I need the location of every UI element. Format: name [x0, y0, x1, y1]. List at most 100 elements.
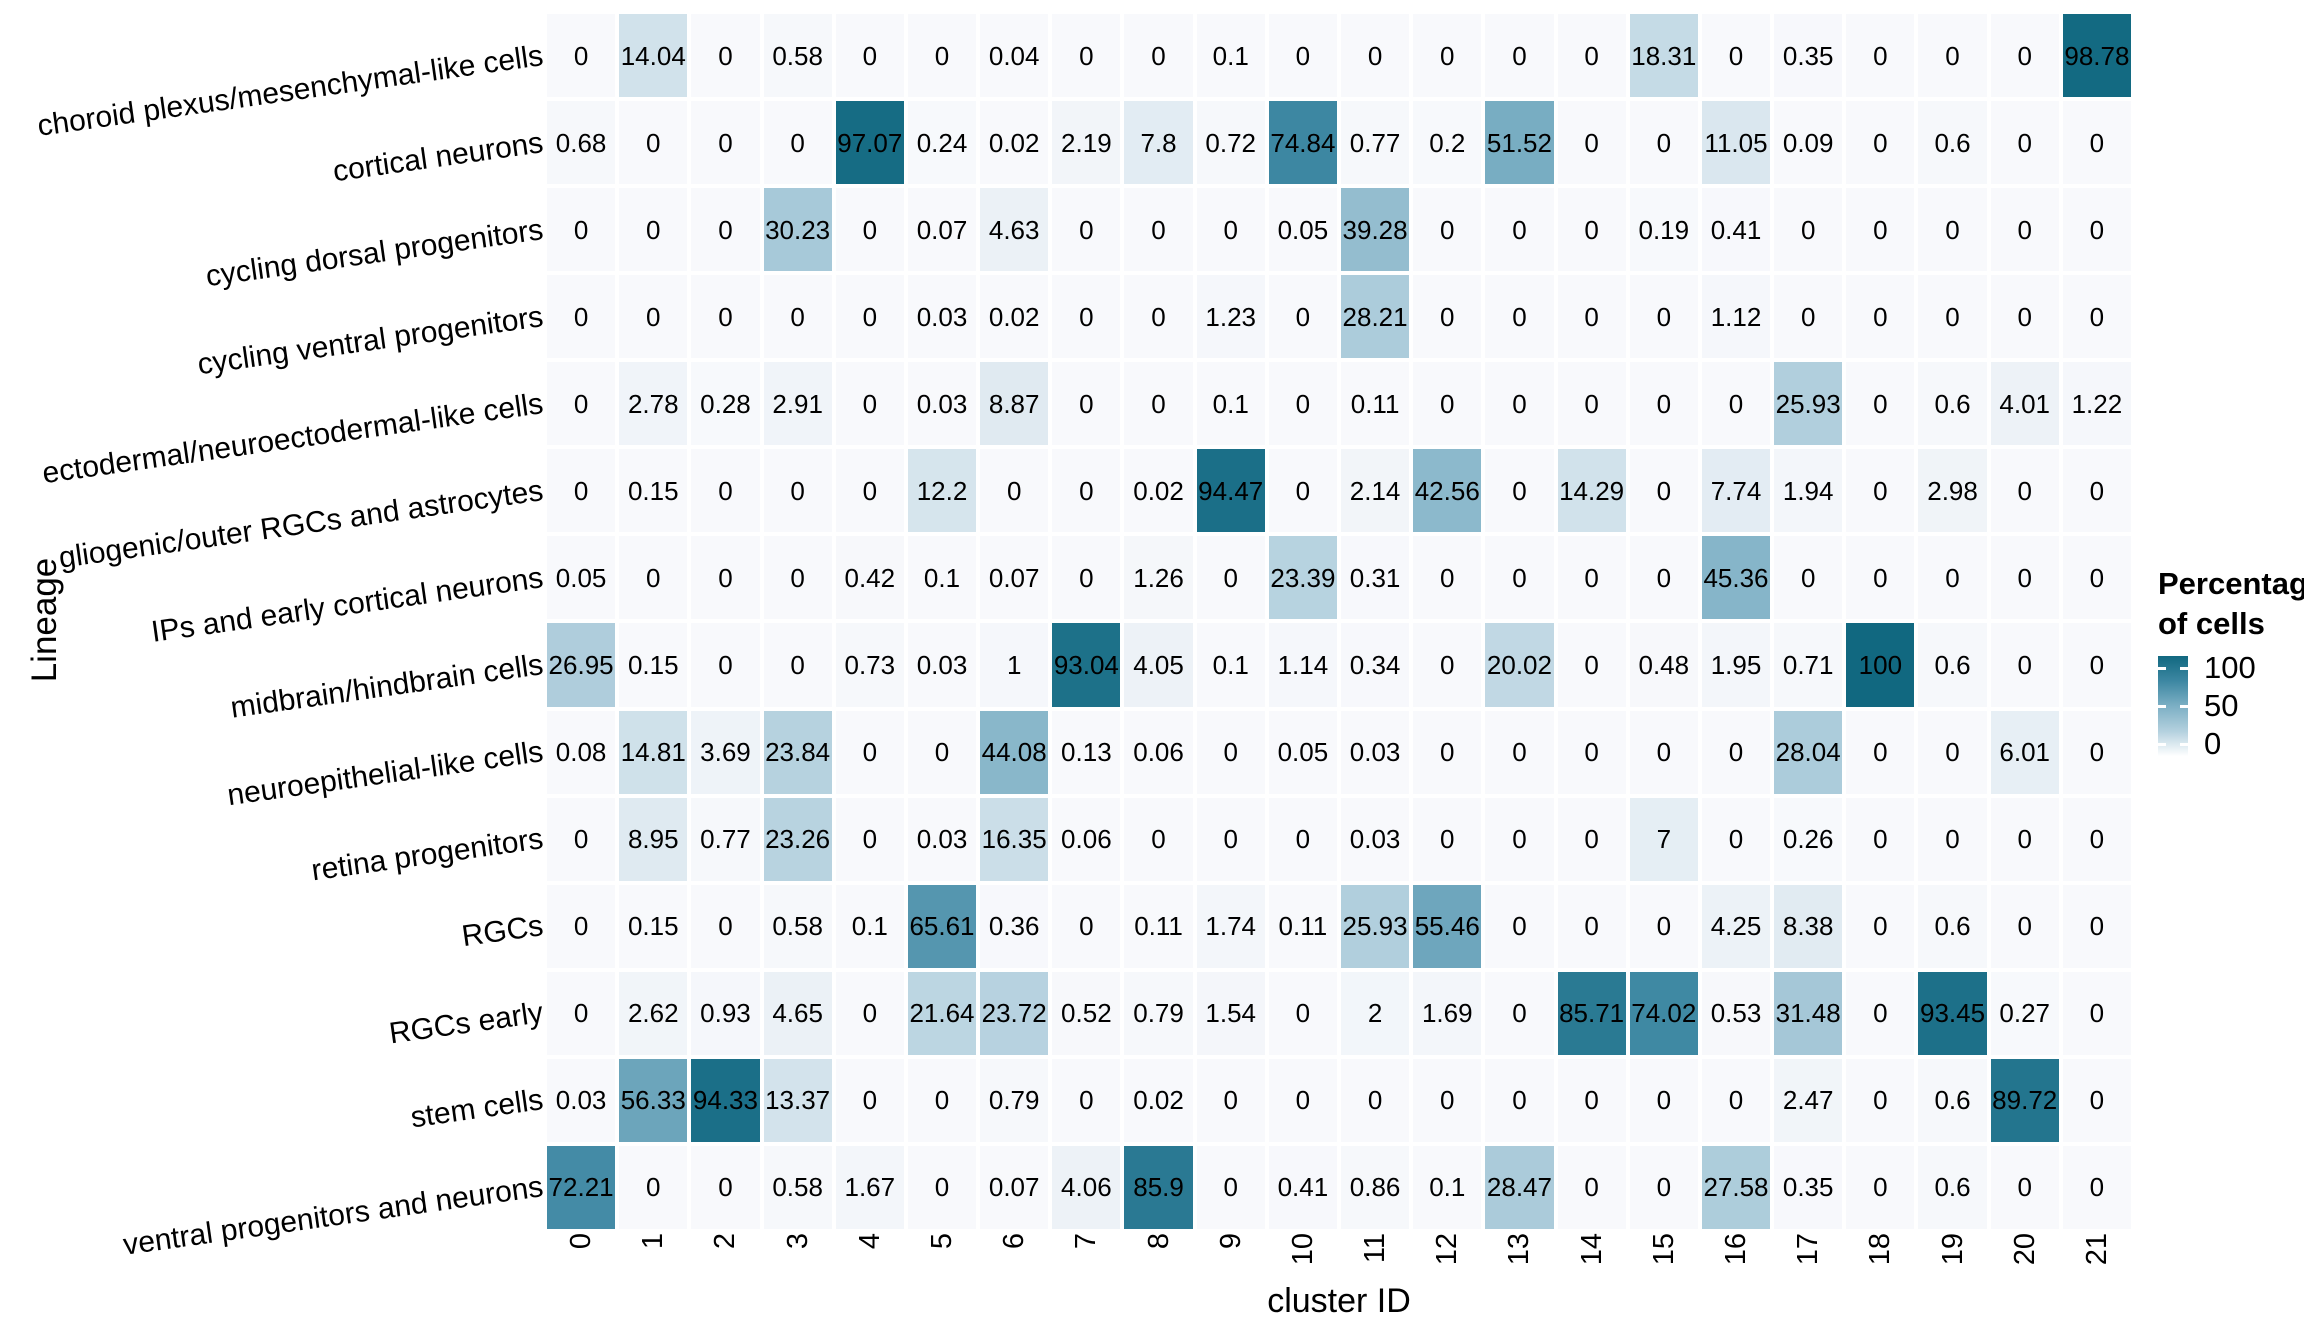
- heatmap-cell: 0: [1485, 188, 1554, 272]
- heatmap-cell: 2.47: [1774, 1058, 1843, 1142]
- heatmap-cell: 0: [619, 275, 688, 359]
- legend-tick-mark: [2180, 666, 2188, 670]
- heatmap-cell: 4.65: [763, 971, 832, 1055]
- x-axis-title: cluster ID: [1267, 1282, 1411, 1320]
- heatmap-cell: 0.6: [1918, 1058, 1987, 1142]
- heatmap-cell: 98.78: [2062, 14, 2131, 98]
- heatmap-cell: 0: [1196, 797, 1265, 881]
- heatmap-cell: 0.03: [547, 1058, 616, 1142]
- heatmap-cell: 0.1: [1196, 362, 1265, 446]
- row-label: ventral progenitors and neurons: [121, 1170, 546, 1263]
- heatmap-cell: 0: [619, 188, 688, 272]
- heatmap-cell: 0: [1990, 1145, 2059, 1229]
- heatmap-cell: 0: [1846, 14, 1915, 98]
- heatmap-cell: 0: [1701, 797, 1771, 881]
- heatmap-cell: 31.48: [1774, 971, 1843, 1055]
- heatmap-cell: 0.11: [1124, 884, 1193, 968]
- heatmap-cell: 0: [1413, 536, 1482, 620]
- heatmap-cell: 0.15: [619, 623, 688, 707]
- heatmap-cell: 0: [2062, 1145, 2131, 1229]
- heatmap-cell: 0.68: [547, 101, 616, 185]
- heatmap-cell: 0: [691, 536, 760, 620]
- heatmap-cell: 1: [980, 623, 1049, 707]
- heatmap-cell: 0.05: [1268, 710, 1337, 794]
- heatmap-cell: 0: [1124, 275, 1193, 359]
- heatmap-cell: 42.56: [1413, 449, 1482, 533]
- heatmap-cell: 1.74: [1196, 884, 1265, 968]
- heatmap-cell: 4.25: [1701, 884, 1771, 968]
- heatmap-cell: 0: [1268, 275, 1337, 359]
- legend-title-line1: Percentage: [2158, 566, 2304, 601]
- heatmap-cell: 0: [1557, 101, 1626, 185]
- heatmap-cell: 8.38: [1774, 884, 1843, 968]
- heatmap-cell: 0: [1990, 101, 2059, 185]
- heatmap-cell: 0: [763, 449, 832, 533]
- heatmap-cell: 0.6: [1918, 884, 1987, 968]
- heatmap-cell: 0.79: [1124, 971, 1193, 1055]
- heatmap-cell: 0.02: [980, 101, 1049, 185]
- heatmap-cell: 0: [1413, 623, 1482, 707]
- heatmap-cell: 0.93: [691, 971, 760, 1055]
- heatmap-cell: 3.69: [691, 710, 760, 794]
- heatmap-cell: 0: [1990, 536, 2059, 620]
- heatmap-cell: 0: [1846, 101, 1915, 185]
- heatmap-cell: 12.2: [907, 449, 977, 533]
- heatmap-cell: 25.93: [1774, 362, 1843, 446]
- heatmap-cell: 0.1: [907, 536, 977, 620]
- heatmap-cell: 0: [1990, 797, 2059, 881]
- heatmap-cell: 0.86: [1340, 1145, 1410, 1229]
- heatmap-cell: 18.31: [1629, 14, 1698, 98]
- heatmap-cell: 0: [1918, 710, 1987, 794]
- heatmap-cell: 0.1: [1196, 14, 1265, 98]
- heatmap-cell: 0.15: [619, 449, 688, 533]
- heatmap-cell: 0.27: [1990, 971, 2059, 1055]
- heatmap-cell: 0: [1846, 449, 1915, 533]
- heatmap-cell: 14.04: [619, 14, 688, 98]
- heatmap-cell: 0: [1196, 710, 1265, 794]
- heatmap-cell: 0: [619, 101, 688, 185]
- heatmap-cell: 0: [691, 884, 760, 968]
- heatmap-cell: 0: [1557, 275, 1626, 359]
- heatmap-cell: 2: [1340, 971, 1410, 1055]
- heatmap-cell: 0.03: [1340, 710, 1410, 794]
- heatmap-cell: 0.72: [1196, 101, 1265, 185]
- heatmap-cell: 0: [1701, 710, 1771, 794]
- heatmap-cell: 0: [835, 14, 904, 98]
- heatmap-cell: 0: [2062, 101, 2131, 185]
- heatmap-cell: 0: [1268, 797, 1337, 881]
- heatmap-cell: 0.07: [980, 1145, 1049, 1229]
- heatmap-cell: 0: [691, 623, 760, 707]
- heatmap-cell: 0.28: [691, 362, 760, 446]
- heatmap-cell: 0.6: [1918, 362, 1987, 446]
- heatmap-cell: 28.47: [1485, 1145, 1554, 1229]
- legend-tick-mark: [2180, 704, 2188, 708]
- heatmap-cell: 74.84: [1268, 101, 1337, 185]
- heatmap-cell: 0: [1918, 14, 1987, 98]
- heatmap-cell: 0.35: [1774, 1145, 1843, 1229]
- heatmap-cell: 0: [1124, 188, 1193, 272]
- heatmap-cell: 0: [1846, 971, 1915, 1055]
- heatmap-cell: 7: [1629, 797, 1698, 881]
- heatmap-cell: 0: [1196, 536, 1265, 620]
- heatmap-cell: 0.77: [691, 797, 760, 881]
- heatmap-cell: 1.14: [1268, 623, 1337, 707]
- heatmap-cell: 0.1: [835, 884, 904, 968]
- heatmap-cell: 0: [1918, 275, 1987, 359]
- heatmap-cell: 65.61: [907, 884, 977, 968]
- legend-tick-mark: [2180, 742, 2188, 746]
- heatmap-cell: 93.04: [1052, 623, 1121, 707]
- heatmap-cell: 0.6: [1918, 623, 1987, 707]
- heatmap-cell: 0.71: [1774, 623, 1843, 707]
- heatmap-cell: 0: [1485, 797, 1554, 881]
- heatmap-cell: 0: [1846, 884, 1915, 968]
- heatmap-cell: 0: [1918, 536, 1987, 620]
- heatmap-cell: 0: [1629, 710, 1698, 794]
- heatmap-cell: 0.26: [1774, 797, 1843, 881]
- heatmap-cell: 0.41: [1268, 1145, 1337, 1229]
- heatmap-cell: 0: [2062, 536, 2131, 620]
- heatmap-cell: 56.33: [619, 1058, 688, 1142]
- heatmap-cell: 0: [1485, 449, 1554, 533]
- heatmap-cell: 0: [1557, 1058, 1626, 1142]
- heatmap-cell: 0: [2062, 1058, 2131, 1142]
- heatmap-cell: 0: [1557, 1145, 1626, 1229]
